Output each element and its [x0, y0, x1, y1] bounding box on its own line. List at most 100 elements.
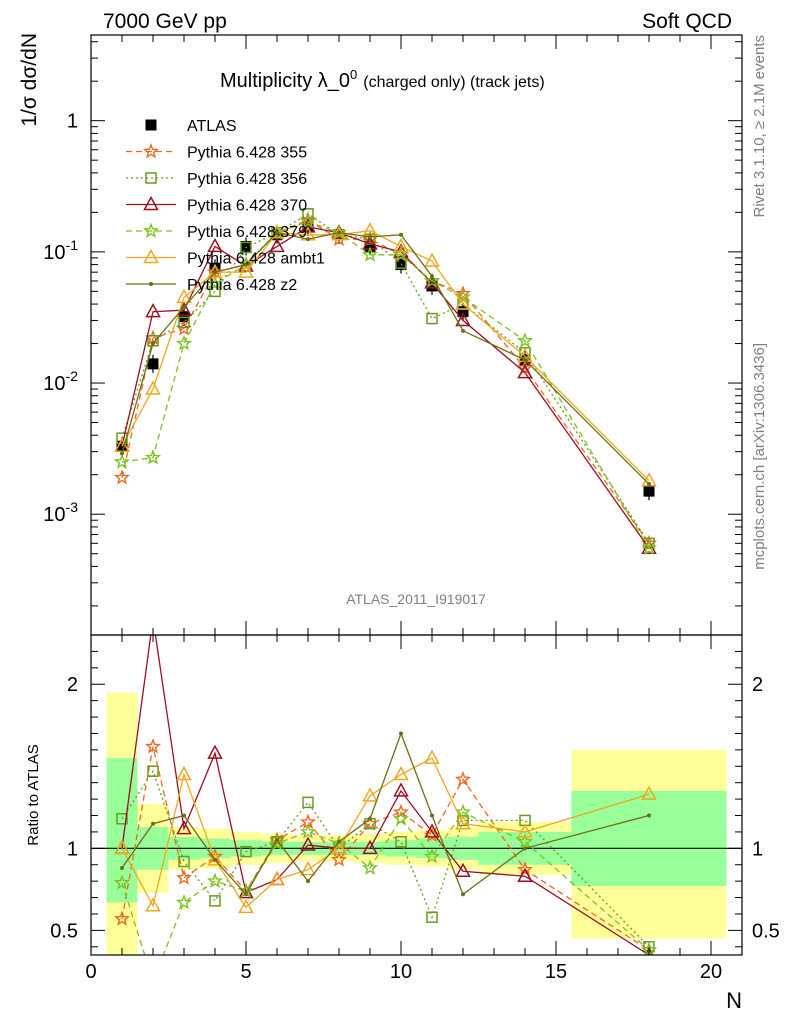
y-tick-label-ratio-right: 1 — [752, 838, 763, 860]
y-tick-label-ratio: 1 — [67, 838, 78, 860]
ratio-series-z2 — [120, 731, 651, 897]
z2-ratio-point — [647, 813, 651, 818]
legend-marker-p370 — [143, 195, 159, 211]
atlas-point — [457, 306, 469, 318]
chart-title-sup: 0 — [350, 67, 357, 82]
ambt1-ratio-point — [114, 839, 130, 855]
p379-ratio-point — [113, 874, 131, 890]
p356-point — [240, 241, 252, 254]
x-tick-label: 15 — [545, 961, 567, 983]
ambt1-point — [424, 252, 440, 267]
band-green-13 — [571, 790, 727, 887]
ambt1-ratio-point — [331, 839, 347, 855]
legend-item-ambt1: Pythia 6.428 ambt1 — [126, 248, 325, 268]
ambt1-line — [121, 230, 650, 482]
p370-ratio-point — [300, 836, 316, 851]
p355-point — [113, 469, 131, 485]
p370-point — [145, 303, 161, 318]
ambt1-point — [145, 380, 161, 395]
ambt1-point — [393, 237, 409, 253]
z2-ratio-line — [121, 731, 650, 896]
p379-line — [121, 220, 650, 549]
ambt1-ratio-point — [424, 749, 440, 764]
z2-point — [151, 341, 155, 346]
z2-point — [182, 304, 186, 309]
legend-marker-ambt1 — [143, 248, 159, 264]
chart-title-main: Multiplicity λ_0 — [220, 70, 350, 92]
p370-point — [176, 301, 192, 316]
atlas-point — [395, 259, 407, 271]
y-axis-label-ratio: Ratio to ATLAS — [25, 744, 42, 845]
ambt1-point — [176, 288, 192, 304]
plot-frames — [90, 34, 743, 956]
y-axis-label-main: 1/σ dσ/dN — [18, 33, 41, 127]
legend-label-p355: Pythia 6.428 355 — [187, 145, 307, 162]
legend-label-ambt1: Pythia 6.428 ambt1 — [187, 251, 325, 268]
p379-point — [144, 449, 162, 465]
p355-ratio-point — [516, 861, 534, 877]
legend-item-atlas: ATLAS — [145, 118, 237, 135]
p379-point — [361, 246, 379, 262]
p356-ratio-point — [178, 855, 190, 868]
z2-point — [399, 232, 403, 237]
y-tick-label-ratio-right: 2 — [752, 674, 763, 696]
p379-point — [516, 332, 534, 348]
chart-title-tail: (charged only) (track jets) — [363, 74, 544, 91]
p370-ratio-point — [424, 823, 440, 838]
x-axis-label: N — [726, 988, 742, 1013]
p356-ratio-point — [209, 895, 221, 907]
z2-ratio-point — [523, 846, 527, 851]
p370-ratio-point — [393, 782, 409, 797]
p356-ratio-line — [121, 769, 650, 948]
z2-ratio-point — [244, 892, 248, 897]
p370-point — [269, 237, 285, 253]
z2-point — [647, 481, 651, 486]
z2-point — [523, 357, 527, 362]
ratio-plot-data — [113, 612, 658, 987]
header-left: 7000 GeV pp — [103, 10, 227, 33]
p356-point — [643, 537, 655, 550]
legend-label-z2: Pythia 6.428 z2 — [187, 277, 297, 294]
z2-point — [275, 230, 279, 235]
ambt1-ratio-point — [238, 898, 254, 914]
p379-ratio-point — [361, 859, 379, 875]
p370-line — [121, 226, 650, 549]
z2-ratio-point — [151, 821, 155, 826]
atlas-point — [643, 485, 655, 497]
p355-ratio-point — [330, 851, 348, 867]
p370-ratio-point — [362, 839, 378, 855]
band-green-0 — [106, 758, 138, 903]
ambt1-point — [455, 295, 471, 310]
p370-ratio-point — [147, 612, 160, 624]
z2-point — [430, 274, 434, 279]
x-tick-label: 5 — [240, 961, 251, 983]
atlas-point — [209, 262, 221, 274]
p370-ratio-line — [121, 635, 650, 955]
z2-ratio-point — [306, 879, 310, 884]
analysis-watermark: ATLAS_2011_I919017 — [346, 591, 486, 607]
p355-line — [121, 219, 650, 544]
ambt1-ratio-point — [176, 765, 192, 781]
p379-point — [175, 334, 193, 351]
p379-ratio-point — [147, 975, 159, 987]
ambt1-ratio-point — [207, 851, 223, 866]
ambt1-ratio-point — [517, 823, 533, 838]
legend-item-p356: Pythia 6.428 356 — [126, 171, 307, 188]
p379-ratio-point — [299, 823, 317, 839]
z2-point — [244, 262, 248, 267]
ambt1-point — [238, 263, 254, 278]
ambt1-ratio-point — [641, 785, 657, 800]
y-tick-label-main: 10-3 — [43, 499, 78, 526]
p355-ratio-point — [392, 803, 410, 820]
p379-point — [268, 224, 286, 240]
p379-point — [454, 288, 472, 305]
p379-point — [113, 453, 131, 469]
z2-ratio-point — [430, 813, 434, 818]
p370-point — [207, 237, 223, 253]
x-tick-label: 0 — [85, 961, 96, 983]
z2-point — [461, 328, 465, 333]
p356-point — [426, 312, 438, 325]
p356-ratio-point — [302, 796, 314, 809]
